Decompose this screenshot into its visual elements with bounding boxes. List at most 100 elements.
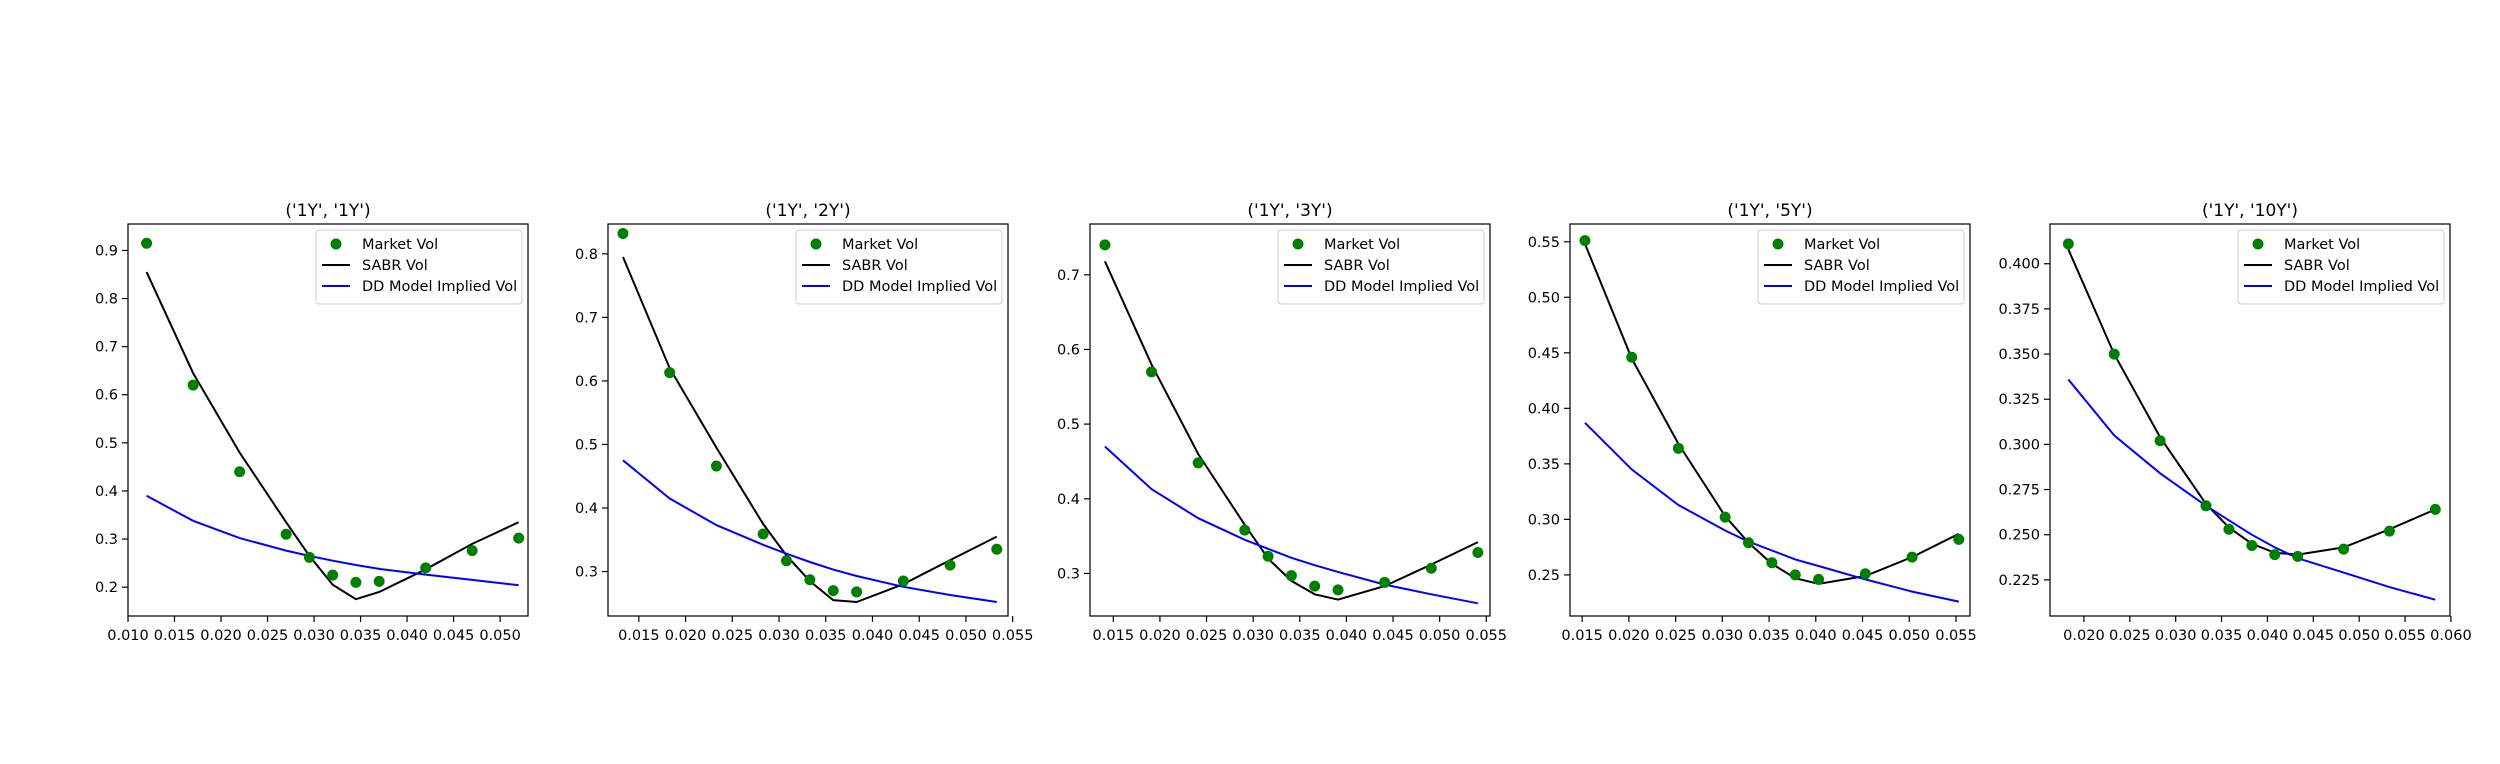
legend-label: DD Model Implied Vol: [1804, 279, 1959, 295]
legend: Market Vol SABR Vol DD Model Implied Vol: [795, 229, 1003, 305]
plot-area: [617, 228, 1003, 604]
market-vol-point: [1906, 551, 1918, 563]
x-tick-label: 0.045: [433, 628, 475, 644]
y-tick-label: 0.5: [95, 436, 118, 452]
y-tick-label: 0.8: [575, 247, 598, 263]
market-vol-point: [2223, 523, 2235, 535]
market-vol-point: [2246, 540, 2258, 552]
x-tick-label: 0.015: [1093, 628, 1135, 644]
x-tick-label: 0.055: [992, 628, 1034, 644]
x-tick-label: 0.035: [805, 628, 847, 644]
axes-frame: [127, 223, 529, 617]
y-tick-label: 0.7: [575, 310, 598, 326]
market-vol-point: [2338, 543, 2350, 555]
x-tick-label: 0.040: [2247, 628, 2289, 644]
market-vol-point: [1309, 580, 1321, 592]
market-vol-point: [1813, 573, 1825, 585]
legend: Market Vol SABR Vol DD Model Implied Vol: [315, 229, 523, 305]
market-vol-point: [944, 559, 956, 571]
x-tick-label: 0.015: [1561, 628, 1603, 644]
y-tick-label: 0.8: [95, 292, 118, 308]
legend-label: DD Model Implied Vol: [842, 279, 997, 295]
x-tick-label: 0.045: [1372, 628, 1414, 644]
market-vol-point: [373, 575, 385, 587]
legend-marker-market-vol: [1772, 238, 1784, 250]
legend-box: [795, 229, 1003, 305]
market-vol-point: [804, 574, 816, 586]
legend-box: [1757, 229, 1965, 305]
legend-box: [315, 229, 523, 305]
market-vol-point: [1146, 366, 1158, 378]
y-tick-label: 0.5: [575, 437, 598, 453]
legend-label: SABR Vol: [1324, 258, 1390, 274]
axes-frame: [1569, 223, 1971, 617]
x-tick-label: 0.050: [479, 628, 521, 644]
market-vol-point: [617, 228, 629, 240]
chart-panel-3: ('1Y', '3Y') 0.015 0.020 0.025 0.030 0.035 0.0…: [1057, 201, 1507, 644]
chart-title: ('1Y', '10Y'): [2202, 201, 2298, 221]
x-tick-label: 0.040: [1795, 628, 1837, 644]
x-tick-label: 0.020: [665, 628, 707, 644]
market-vol-point: [141, 237, 153, 249]
legend-label: Market Vol: [362, 237, 438, 253]
market-vol-point: [420, 562, 432, 574]
dd-model-implied-vol-line: [146, 494, 519, 587]
chart-panel-2: ('1Y', '2Y') 0.015 0.020 0.025 0.030 0.035 0.0…: [575, 201, 1033, 644]
legend-label: DD Model Implied Vol: [2284, 279, 2439, 295]
x-tick-label: 0.020: [1139, 628, 1181, 644]
market-vol-point: [1626, 351, 1638, 363]
chart-title: ('1Y', '1Y'): [285, 201, 370, 221]
x-tick-label: 0.035: [2201, 628, 2243, 644]
x-tick-label: 0.020: [2063, 628, 2105, 644]
market-vol-point: [1262, 550, 1274, 562]
legend-label: Market Vol: [842, 237, 918, 253]
x-tick-label: 0.035: [1279, 628, 1321, 644]
market-vol-point: [1719, 511, 1731, 523]
chart-panel-1: ('1Y', '1Y') 0.010 0.015 0.020 0.025 0.030 0.0…: [95, 201, 529, 644]
x-tick-label: 0.060: [2430, 628, 2472, 644]
x-tick-label: 0.050: [2338, 628, 2380, 644]
y-tick-label: 0.55: [1528, 235, 1560, 251]
y-tick-label: 0.35: [1528, 457, 1560, 473]
market-vol-point: [781, 555, 793, 567]
market-vol-point: [2108, 348, 2120, 360]
legend: Market Vol SABR Vol DD Model Implied Vol: [2237, 229, 2445, 305]
x-tick-label: 0.025: [1186, 628, 1228, 644]
x-tick-label: 0.050: [1888, 628, 1930, 644]
legend-box: [2237, 229, 2445, 305]
x-tick-label: 0.040: [1326, 628, 1368, 644]
y-tick-label: 0.6: [575, 374, 598, 390]
market-vol-point: [303, 551, 315, 563]
y-tick-label: 0.9: [95, 243, 118, 259]
market-vol-point: [350, 576, 362, 588]
sabr-vol-line: [145, 271, 520, 601]
legend-marker-market-vol: [2252, 238, 2264, 250]
x-tick-label: 0.050: [1419, 628, 1461, 644]
legend-box: [1277, 229, 1485, 305]
x-tick-label: 0.055: [1935, 628, 1977, 644]
x-tick-label: 0.020: [200, 628, 242, 644]
market-vol-point: [2200, 500, 2212, 512]
x-tick-label: 0.010: [107, 628, 149, 644]
sabr-vol-line: [622, 256, 998, 604]
y-tick-label: 0.25: [1528, 568, 1560, 584]
market-vol-point: [1859, 568, 1871, 580]
y-tick-label: 0.225: [1998, 573, 2040, 589]
market-vol-point: [327, 569, 339, 581]
y-tick-label: 0.6: [95, 388, 118, 404]
x-tick-label: 0.030: [1232, 628, 1274, 644]
market-vol-point: [1239, 524, 1251, 536]
market-vol-point: [1953, 533, 1965, 545]
y-tick-label: 0.40: [1528, 401, 1560, 417]
plot-area: [2062, 238, 2441, 601]
chart-title: ('1Y', '3Y'): [1247, 201, 1332, 221]
legend-label: SABR Vol: [1804, 258, 1870, 274]
plot-area: [1579, 235, 1965, 603]
y-tick-label: 0.325: [1998, 392, 2040, 408]
market-vol-point: [1379, 576, 1391, 588]
x-tick-label: 0.045: [1842, 628, 1884, 644]
market-vol-point: [187, 379, 199, 391]
axes-frame: [2049, 223, 2451, 617]
chart-title: ('1Y', '2Y'): [765, 201, 850, 221]
legend-label: Market Vol: [1324, 237, 1400, 253]
